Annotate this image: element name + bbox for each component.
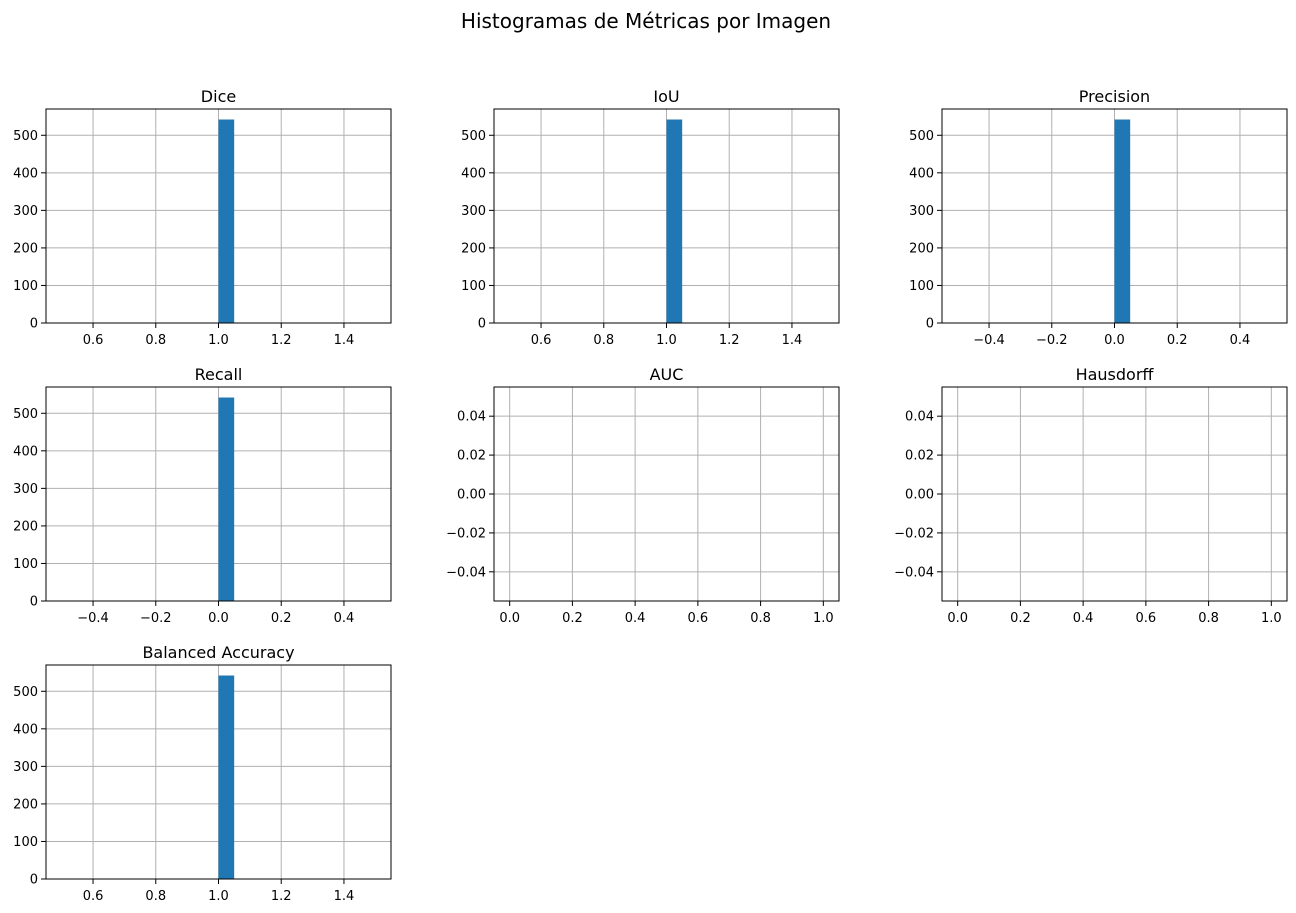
dice-xtick-label: 0.6: [83, 333, 104, 348]
panel-iou: 0.6 0.8 1.0 1.2 1.4 0 100 200 300 400 500 IoU: [461, 87, 839, 348]
balanced-accuracy-ytick-label: 500: [13, 685, 38, 700]
panel-dice: 0.6 0.8 1.0 1.2 1.4 0 100 200 300 400 500 Dice: [13, 87, 391, 348]
auc-xtick-label: 1.0: [813, 611, 834, 626]
precision-bar-0: [1115, 120, 1131, 323]
balanced-accuracy-xtick-label: 1.0: [208, 889, 229, 904]
precision-ytick-label: 300: [909, 204, 934, 219]
iou-ytick-label: 400: [461, 166, 486, 181]
panel-auc: 0.0 0.2 0.4 0.6 0.8 1.0 −0.04 −0.02 0.00 0.02 0.04…: [446, 365, 839, 626]
recall-bar-0: [219, 398, 235, 601]
recall-xtick-label: −0.4: [77, 611, 109, 626]
balanced-accuracy-bar-0: [219, 676, 235, 879]
auc-xtick-label: 0.6: [688, 611, 709, 626]
balanced-accuracy-title: Balanced Accuracy: [142, 643, 294, 662]
precision-ytick-label: 0: [926, 317, 934, 332]
recall-ytick-label: 400: [13, 444, 38, 459]
figure-title: Histogramas de Métricas por Imagen: [461, 9, 831, 33]
dice-xtick-label: 1.2: [271, 333, 292, 348]
balanced-accuracy-xtick-label: 0.8: [145, 889, 166, 904]
panel-precision: −0.4 −0.2 0.0 0.2 0.4 0 100 200 300 400 500 Precisi…: [909, 87, 1287, 348]
auc-xtick-label: 0.0: [499, 611, 520, 626]
iou-xtick-label: 0.8: [593, 333, 614, 348]
auc-xtick-label: 0.2: [562, 611, 583, 626]
iou-xtick-label: 1.2: [719, 333, 740, 348]
auc-xtick-label: 0.8: [750, 611, 771, 626]
dice-xtick-label: 1.4: [334, 333, 355, 348]
balanced-accuracy-ytick-label: 400: [13, 722, 38, 737]
hausdorff-xtick-label: 0.4: [1073, 611, 1094, 626]
panel-hausdorff: 0.0 0.2 0.4 0.6 0.8 1.0 −0.04 −0.02 0.00 0.02 0.04…: [894, 365, 1287, 626]
balanced-accuracy-ytick-label: 200: [13, 797, 38, 812]
balanced-accuracy-ytick-label: 0: [30, 873, 38, 888]
panel-balanced-accuracy: 0.6 0.8 1.0 1.2 1.4 0 100 200 300 400 500 Balanced …: [13, 643, 391, 904]
hausdorff-xtick-label: 0.8: [1198, 611, 1219, 626]
panel-recall: −0.4 −0.2 0.0 0.2 0.4 0 100 200 300 400 500 Recall: [13, 365, 391, 626]
iou-ytick-label: 0: [478, 317, 486, 332]
recall-xtick-label: 0.4: [334, 611, 355, 626]
hausdorff-xtick-label: 0.6: [1136, 611, 1157, 626]
iou-bar-0: [667, 120, 683, 323]
hausdorff-xtick-label: 0.0: [947, 611, 968, 626]
iou-xtick-label: 0.6: [531, 333, 552, 348]
iou-ytick-label: 500: [461, 129, 486, 144]
precision-title: Precision: [1079, 87, 1150, 106]
recall-ytick-label: 100: [13, 557, 38, 572]
recall-xtick-label: 0.2: [271, 611, 292, 626]
hausdorff-ytick-label: −0.04: [894, 565, 934, 580]
balanced-accuracy-xtick-label: 1.4: [334, 889, 355, 904]
recall-ytick-label: 200: [13, 519, 38, 534]
recall-ytick-label: 300: [13, 482, 38, 497]
iou-xtick-label: 1.0: [656, 333, 677, 348]
hausdorff-ytick-label: 0.04: [905, 410, 934, 425]
hausdorff-title: Hausdorff: [1076, 365, 1155, 384]
precision-ytick-label: 100: [909, 279, 934, 294]
balanced-accuracy-ytick-label: 100: [13, 835, 38, 850]
balanced-accuracy-xtick-label: 0.6: [83, 889, 104, 904]
dice-xtick-label: 1.0: [208, 333, 229, 348]
precision-xtick-label: −0.4: [973, 333, 1005, 348]
auc-xtick-label: 0.4: [625, 611, 646, 626]
hausdorff-ytick-label: 0.02: [905, 449, 934, 464]
auc-ytick-label: 0.02: [457, 449, 486, 464]
dice-ytick-label: 100: [13, 279, 38, 294]
recall-xtick-label: 0.0: [208, 611, 229, 626]
iou-ytick-label: 200: [461, 241, 486, 256]
precision-xtick-label: 0.0: [1104, 333, 1125, 348]
dice-xtick-label: 0.8: [145, 333, 166, 348]
hausdorff-xtick-label: 1.0: [1261, 611, 1282, 626]
auc-ytick-label: −0.04: [446, 565, 486, 580]
recall-ytick-label: 0: [30, 595, 38, 610]
hausdorff-ytick-label: 0.00: [905, 488, 934, 503]
auc-ytick-label: −0.02: [446, 526, 486, 541]
auc-ytick-label: 0.04: [457, 410, 486, 425]
iou-xtick-label: 1.4: [782, 333, 803, 348]
precision-xtick-label: −0.2: [1036, 333, 1068, 348]
hausdorff-xtick-label: 0.2: [1010, 611, 1031, 626]
dice-ytick-label: 300: [13, 204, 38, 219]
recall-ytick-label: 500: [13, 407, 38, 422]
precision-xtick-label: 0.4: [1230, 333, 1251, 348]
iou-ytick-label: 100: [461, 279, 486, 294]
iou-title: IoU: [653, 87, 679, 106]
balanced-accuracy-ytick-label: 300: [13, 760, 38, 775]
dice-title: Dice: [201, 87, 236, 106]
auc-ytick-label: 0.00: [457, 488, 486, 503]
dice-ytick-label: 500: [13, 129, 38, 144]
dice-bar-0: [219, 120, 235, 323]
precision-xtick-label: 0.2: [1167, 333, 1188, 348]
dice-ytick-label: 400: [13, 166, 38, 181]
recall-title: Recall: [195, 365, 243, 384]
precision-ytick-label: 400: [909, 166, 934, 181]
precision-ytick-label: 200: [909, 241, 934, 256]
recall-xtick-label: −0.2: [140, 611, 172, 626]
auc-title: AUC: [650, 365, 684, 384]
dice-ytick-label: 200: [13, 241, 38, 256]
dice-ytick-label: 0: [30, 317, 38, 332]
precision-ytick-label: 500: [909, 129, 934, 144]
hausdorff-ytick-label: −0.02: [894, 526, 934, 541]
iou-ytick-label: 300: [461, 204, 486, 219]
balanced-accuracy-xtick-label: 1.2: [271, 889, 292, 904]
